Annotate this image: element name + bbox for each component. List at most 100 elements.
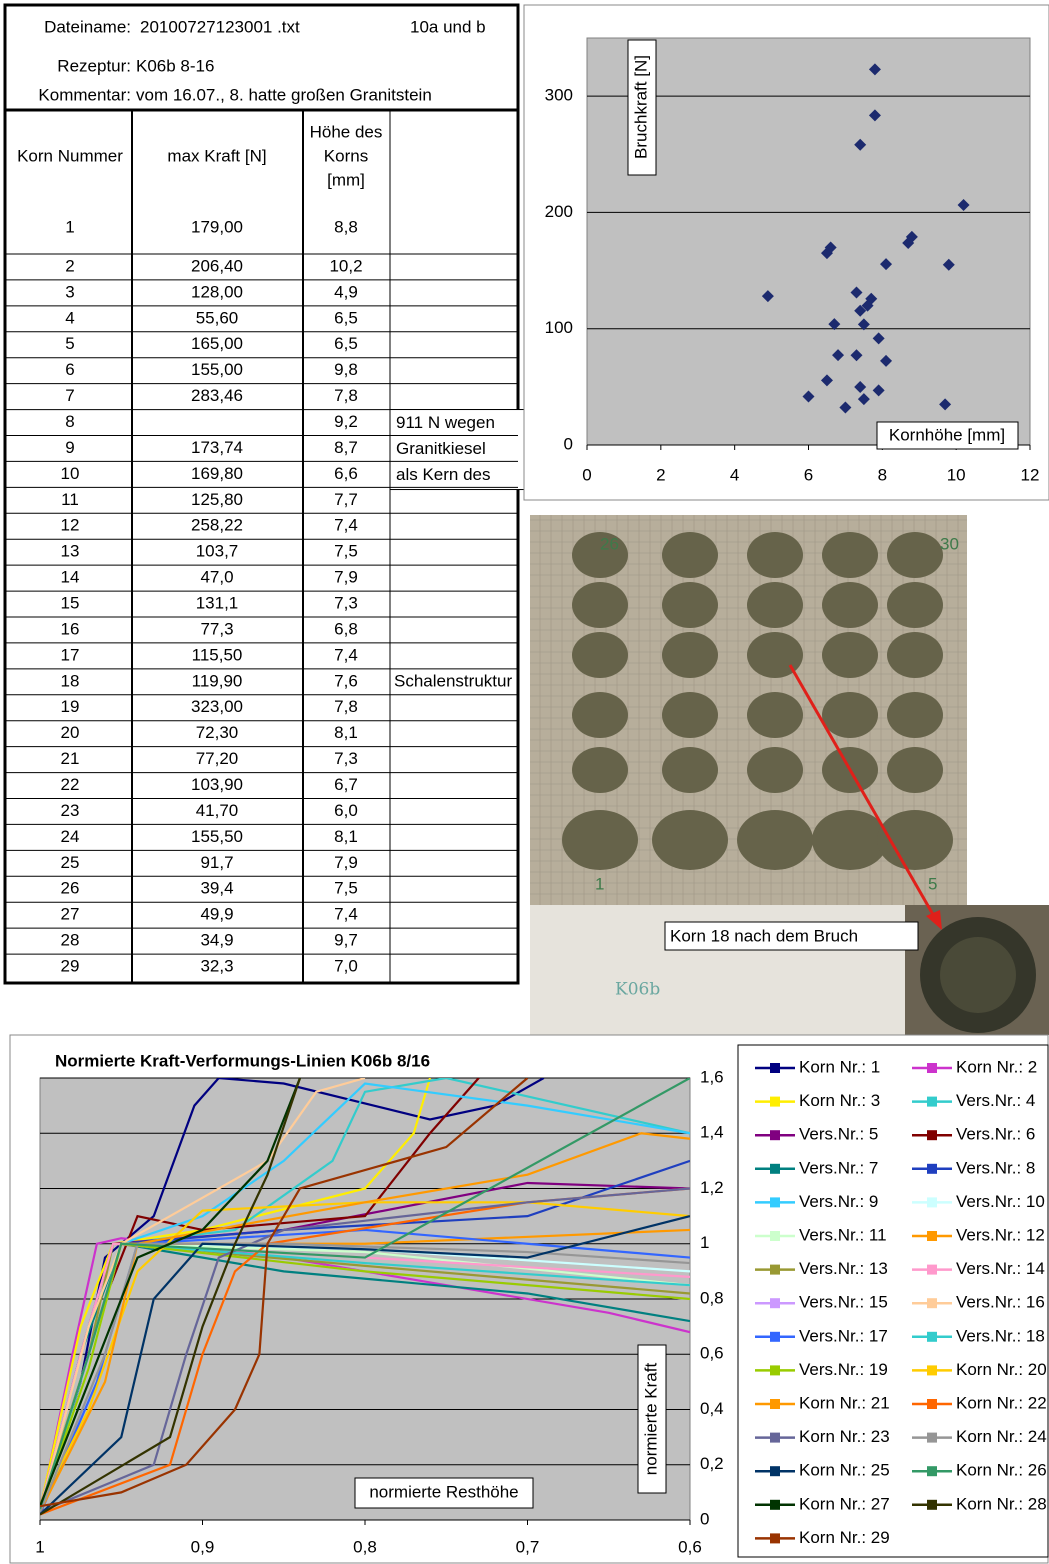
cell: 7,4: [334, 645, 358, 664]
x-tick-label: 0: [582, 465, 591, 484]
value: K06b 8-16: [136, 56, 214, 75]
legend-marker: [770, 1466, 780, 1477]
legend-marker: [770, 1399, 780, 1409]
pebble: [562, 810, 638, 870]
legend-marker: [770, 1331, 780, 1342]
legend-label: Vers.Nr.: 19: [799, 1360, 888, 1379]
point: [832, 349, 845, 362]
legend-marker: [770, 1096, 780, 1107]
legend-label: Korn Nr.: 21: [799, 1393, 890, 1412]
cell: 5: [65, 334, 74, 353]
cell: 7,3: [334, 749, 358, 768]
cell: 34,9: [200, 931, 233, 950]
legend-marker: [927, 1231, 937, 1241]
cell: 23: [61, 801, 80, 820]
paper-mark: 30: [940, 534, 959, 553]
legend-marker: [927, 1298, 937, 1309]
pebble: [887, 582, 943, 628]
label: Dateiname:: [44, 17, 131, 36]
label-box: [876, 421, 1019, 450]
point: [939, 398, 952, 411]
cell: 6,6: [334, 464, 358, 483]
legend-marker: [927, 1499, 937, 1510]
legend-label: Korn Nr.: 24: [956, 1427, 1047, 1446]
column-header: [mm]: [327, 170, 365, 189]
pebble: [652, 810, 728, 870]
cell: 27: [61, 905, 80, 924]
x-tick-label: 4: [730, 465, 739, 484]
cell: 17: [61, 645, 80, 664]
legend-marker: [927, 1063, 937, 1073]
label: Rezeptur:: [57, 56, 131, 75]
legend-marker: [927, 1096, 937, 1107]
cell: 8,1: [334, 827, 358, 846]
legend-label: Vers.Nr.: 11: [799, 1225, 887, 1244]
legend-marker: [770, 1197, 780, 1208]
series-line: [40, 1078, 302, 1507]
x-tick-label: 0,7: [516, 1537, 540, 1556]
cell: 323,00: [191, 697, 243, 716]
pebble: [822, 632, 878, 678]
cell: 7,8: [334, 386, 358, 405]
y-tick-label: 1,4: [700, 1123, 724, 1142]
cell: 8,8: [334, 217, 358, 236]
legend-label: Korn Nr.: 22: [956, 1393, 1047, 1412]
cell: 165,00: [191, 334, 243, 353]
cell: 9,2: [334, 412, 358, 431]
legend-label: Vers.Nr.: 12: [956, 1225, 1045, 1244]
legend-label: Korn Nr.: 1: [799, 1057, 880, 1076]
series-line: [40, 1078, 302, 1516]
cell: 11: [61, 490, 79, 509]
legend-label: Korn Nr.: 3: [799, 1091, 880, 1110]
cell: 10: [61, 464, 80, 483]
pebble: [572, 747, 628, 793]
label-box: [354, 1477, 534, 1509]
cell: 39,4: [200, 879, 233, 898]
cell: 6,0: [334, 801, 358, 820]
x-tick-label: 0,9: [191, 1537, 215, 1556]
cell: 103,7: [196, 542, 239, 561]
cell: 29: [61, 957, 80, 976]
cell: 3: [65, 282, 74, 301]
cell: 77,3: [200, 619, 233, 638]
y-tick-label: 300: [545, 86, 573, 105]
cell: 7,9: [334, 568, 358, 587]
cell: 4: [65, 308, 74, 327]
cell: 12: [61, 516, 80, 535]
legend-marker: [770, 1063, 780, 1073]
y-tick-label: 0: [564, 434, 573, 453]
cell: 169,80: [191, 464, 243, 483]
y-tick-label: 1: [700, 1233, 709, 1252]
cell: 41,70: [196, 801, 239, 820]
cell: 9: [65, 438, 74, 457]
plot-area: [586, 37, 1031, 446]
arrow: [788, 664, 937, 919]
pebble: [747, 632, 803, 678]
point: [902, 236, 915, 249]
series-line: [40, 1078, 690, 1510]
legend-label: Vers.Nr.: 4: [956, 1091, 1035, 1110]
value: vom 16.07., 8. hatte großen Granitstein: [136, 85, 432, 104]
point: [880, 354, 893, 367]
pebble: [747, 747, 803, 793]
legend-marker: [770, 1231, 780, 1241]
series-line: [40, 1187, 690, 1513]
pebble: [822, 582, 878, 628]
legend-marker: [927, 1365, 937, 1376]
y-axis-title: Bruchkraft [N]: [631, 55, 650, 159]
point: [880, 258, 893, 271]
cell: 258,22: [191, 516, 243, 535]
pebble: [662, 747, 718, 793]
x-axis-title: normierte Resthöhe: [369, 1482, 518, 1501]
cell: 16: [61, 619, 80, 638]
cell: 32,3: [200, 957, 233, 976]
cell: 21: [61, 749, 80, 768]
x-tick-label: 10: [947, 465, 966, 484]
cell: 8,1: [334, 723, 358, 742]
cell: 15: [61, 594, 80, 613]
legend-marker: [927, 1197, 937, 1208]
cell: 47,0: [200, 568, 233, 587]
series-line: [40, 1215, 690, 1516]
point: [850, 286, 863, 299]
cell: 7,3: [334, 594, 358, 613]
